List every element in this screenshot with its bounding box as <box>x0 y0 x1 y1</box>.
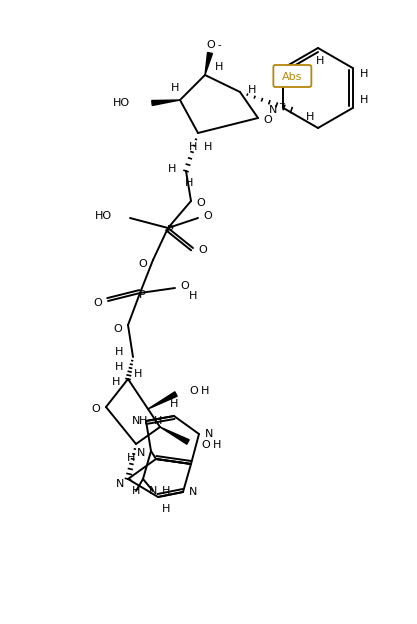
Text: P: P <box>167 225 173 235</box>
Text: H: H <box>248 85 256 95</box>
FancyBboxPatch shape <box>274 65 311 87</box>
Text: O: O <box>264 115 272 125</box>
Text: P: P <box>138 290 146 300</box>
Text: H: H <box>112 377 120 387</box>
Text: H: H <box>134 369 142 379</box>
Text: O: O <box>190 386 198 396</box>
Text: H: H <box>185 178 193 188</box>
Text: H: H <box>154 416 162 426</box>
Text: H: H <box>132 486 140 496</box>
Text: H: H <box>171 83 179 93</box>
Text: HO: HO <box>113 98 130 108</box>
Polygon shape <box>160 427 189 444</box>
Text: O: O <box>207 40 215 50</box>
Polygon shape <box>205 52 212 75</box>
Text: N: N <box>116 479 124 489</box>
Text: N: N <box>269 105 278 115</box>
Text: O: O <box>94 298 103 308</box>
Text: H: H <box>215 62 223 72</box>
Polygon shape <box>152 100 180 105</box>
Text: O: O <box>203 211 212 221</box>
Polygon shape <box>148 392 177 409</box>
Text: -: - <box>217 40 221 50</box>
Text: H: H <box>204 142 212 152</box>
Text: N: N <box>189 487 197 497</box>
Text: O: O <box>197 198 206 208</box>
Text: N: N <box>149 486 157 496</box>
Text: H: H <box>306 112 314 122</box>
Text: Abs: Abs <box>282 72 303 82</box>
Text: O: O <box>113 324 122 334</box>
Text: N: N <box>137 448 145 458</box>
Text: O: O <box>92 404 100 414</box>
Text: +: + <box>278 99 285 109</box>
Text: O: O <box>181 281 189 291</box>
Text: H: H <box>189 291 197 301</box>
Text: H: H <box>139 416 147 426</box>
Text: H: H <box>168 164 176 174</box>
Text: O: O <box>198 245 207 255</box>
Text: H: H <box>359 95 368 105</box>
Text: H: H <box>162 504 170 514</box>
Text: H: H <box>170 399 178 409</box>
Text: H: H <box>189 142 197 152</box>
Text: H: H <box>162 486 170 496</box>
Text: H: H <box>201 386 209 396</box>
Text: N: N <box>132 416 140 426</box>
Text: H: H <box>213 440 221 450</box>
Text: HO: HO <box>95 211 112 221</box>
Text: O: O <box>138 259 147 269</box>
Text: O: O <box>202 440 210 450</box>
Text: H: H <box>127 453 135 463</box>
Text: H: H <box>115 362 123 372</box>
Text: H: H <box>115 347 123 357</box>
Text: H: H <box>316 56 324 66</box>
Text: H: H <box>359 69 368 79</box>
Text: N: N <box>205 429 213 439</box>
